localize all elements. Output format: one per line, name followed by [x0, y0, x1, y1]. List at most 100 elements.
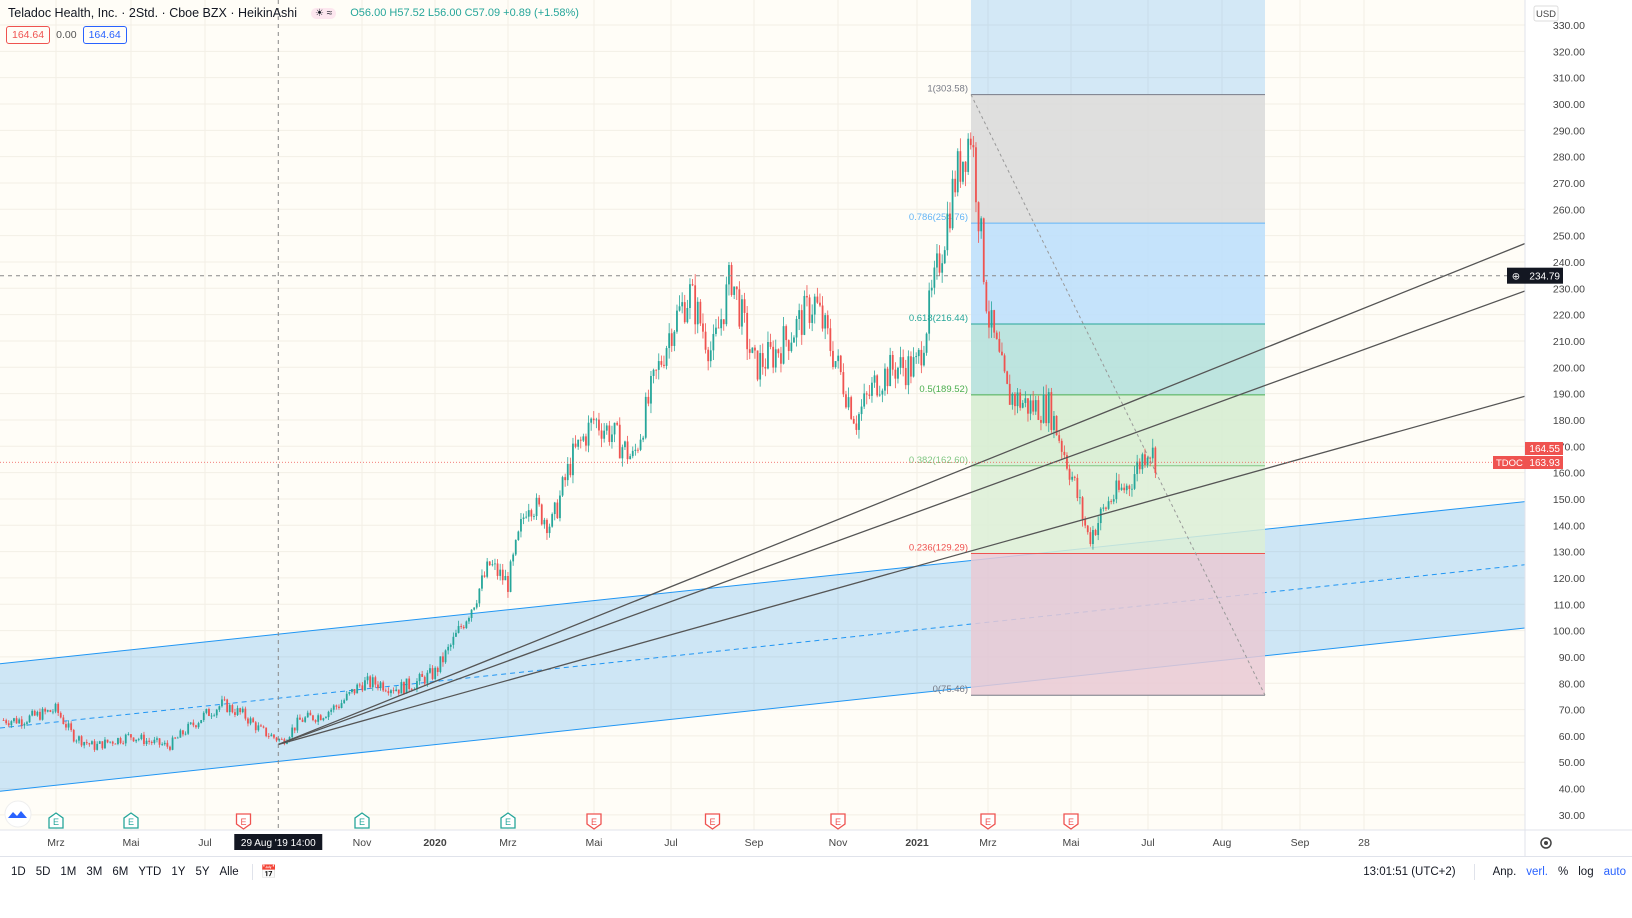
earnings-label: E: [128, 817, 134, 827]
candle-body: [678, 306, 681, 311]
candle-body: [369, 676, 372, 688]
sell-price-button[interactable]: 164.64: [6, 26, 51, 44]
range-all[interactable]: Alle: [219, 866, 239, 878]
range-6m[interactable]: 6M: [112, 866, 129, 878]
price-axis[interactable]: 330.00 320.00 310.00 300.00 290.00 280.00 270.…: [1493, 5, 1585, 822]
chart-logo-icon[interactable]: [4, 800, 32, 828]
candle-body: [213, 715, 216, 717]
auto-toggle[interactable]: auto: [1603, 866, 1626, 878]
candle-body: [252, 718, 255, 723]
candle-body: [985, 282, 988, 312]
range-3m[interactable]: 3M: [86, 866, 103, 878]
currency-label: USD: [1536, 9, 1556, 20]
price-tick: 330.00: [1553, 20, 1585, 32]
candle-body: [135, 739, 138, 742]
candle-body: [1047, 392, 1050, 424]
candle-body: [13, 718, 15, 722]
buy-price-button[interactable]: 164.64: [82, 26, 127, 44]
candle-body: [616, 422, 619, 425]
candle-body: [1154, 447, 1157, 473]
candle-body: [852, 418, 855, 424]
earnings-marker[interactable]: E: [830, 813, 846, 830]
candle-body: [600, 430, 603, 439]
candle-body: [1027, 398, 1029, 414]
extended-hours-toggle[interactable]: verl.: [1526, 866, 1549, 878]
candle-body: [871, 382, 873, 396]
sun-icon[interactable]: ☀ ≈: [311, 7, 337, 19]
settings-gear-icon[interactable]: [1540, 837, 1552, 849]
time-tick: Jul: [664, 837, 677, 849]
candle-body: [748, 349, 751, 353]
candle-body: [202, 712, 205, 721]
candle-body: [481, 575, 483, 589]
earnings-label: E: [1068, 817, 1074, 827]
chart-pane[interactable]: [0, 0, 1525, 830]
earnings-marker[interactable]: E: [123, 812, 139, 829]
candle-body: [826, 315, 829, 329]
range-5y[interactable]: 5Y: [195, 866, 210, 878]
candle-body: [741, 299, 743, 327]
price-chart[interactable]: 1(303.58) 0.786(254.76) 0.618(216.44) 0.5(1…: [0, 0, 1632, 856]
candle-body: [265, 727, 268, 737]
candle-body: [457, 626, 460, 633]
range-1y[interactable]: 1Y: [171, 866, 186, 878]
time-tick: Mrz: [499, 837, 517, 849]
range-ytd[interactable]: YTD: [138, 866, 162, 878]
price-tick: 160.00: [1553, 468, 1585, 480]
range-5d[interactable]: 5D: [35, 866, 51, 878]
earnings-marker[interactable]: E: [586, 813, 602, 830]
price-tick: 220.00: [1553, 310, 1585, 322]
candle-body: [1097, 523, 1100, 536]
candle-body: [319, 715, 322, 721]
candle-body: [592, 418, 595, 421]
candle-body: [262, 726, 265, 728]
candle-body: [1073, 476, 1076, 478]
candle-body: [972, 145, 975, 148]
candle-body: [1045, 394, 1048, 424]
earnings-marker[interactable]: E: [500, 812, 516, 829]
candle-body: [954, 178, 957, 193]
candle-body: [936, 253, 938, 268]
candle-body: [569, 463, 572, 476]
earnings-marker[interactable]: E: [980, 813, 996, 830]
time-tick: 2021: [905, 837, 929, 849]
time-tick: Jul: [1141, 837, 1154, 849]
candle-body: [699, 301, 702, 324]
time-axis[interactable]: Mrz Mai Jul Nov 2020 Mrz Mai Jul Sep Nov 2021 Mrz Ma…: [47, 834, 1370, 850]
candle-body: [811, 314, 814, 323]
candle-body: [332, 705, 335, 710]
candle-body: [1151, 447, 1154, 459]
candle-body: [85, 742, 88, 744]
candle-body: [384, 690, 387, 692]
price-tick: 100.00: [1553, 626, 1585, 638]
clock[interactable]: 13:01:51 (UTC+2): [1363, 866, 1456, 878]
candle-body: [889, 354, 892, 387]
candle-body: [270, 734, 273, 737]
candle-body: [917, 349, 920, 357]
symbol-title[interactable]: Teladoc Health, Inc. · 2Std. · Cboe BZX …: [8, 6, 298, 20]
candle-body: [361, 685, 364, 691]
percent-toggle[interactable]: %: [1558, 866, 1569, 878]
candle-body: [564, 477, 567, 481]
candle-body: [969, 138, 972, 146]
range-1d[interactable]: 1D: [11, 866, 26, 878]
range-1m[interactable]: 1M: [60, 866, 77, 878]
earnings-marker[interactable]: E: [704, 813, 721, 830]
candle-body: [777, 349, 780, 354]
candle-body: [223, 699, 226, 701]
candle-body: [1060, 440, 1063, 452]
log-toggle[interactable]: log: [1578, 866, 1594, 878]
candle-body: [613, 422, 616, 435]
candle-body: [1034, 400, 1037, 412]
candle-body: [746, 312, 749, 350]
earnings-marker[interactable]: E: [354, 812, 370, 829]
currency-badge: [1533, 5, 1559, 22]
date-range-icon[interactable]: 📅: [260, 864, 277, 879]
earnings-marker[interactable]: E: [1063, 813, 1079, 830]
candle-body: [1107, 501, 1110, 509]
candle-body: [195, 725, 197, 728]
adjust-toggle[interactable]: Anp.: [1492, 866, 1517, 878]
earnings-marker[interactable]: E: [48, 812, 64, 829]
candle-body: [273, 734, 275, 738]
earnings-marker[interactable]: E: [235, 813, 252, 830]
